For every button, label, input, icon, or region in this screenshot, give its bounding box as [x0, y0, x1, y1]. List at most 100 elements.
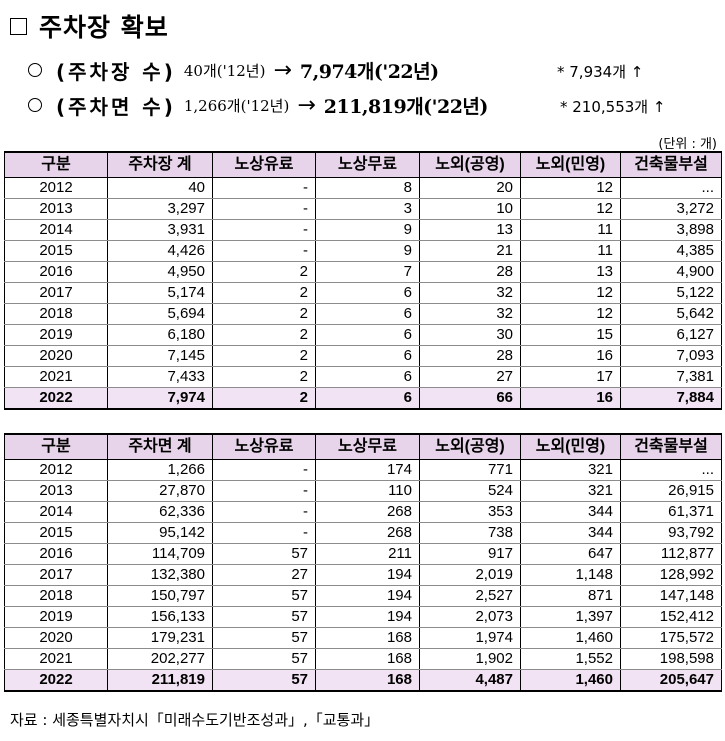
value-cell: 321	[520, 480, 621, 502]
value-cell: 26,915	[620, 480, 722, 502]
value-cell: 871	[520, 585, 621, 607]
value-cell: 7,381	[620, 366, 722, 388]
value-cell: 7,145	[107, 345, 213, 367]
value-cell: 57	[212, 543, 316, 565]
table-row: 2020 179,231 57 168 1,974 1,460 175,572	[4, 627, 722, 649]
year-cell: 2015	[4, 240, 108, 262]
value-cell: 268	[315, 501, 420, 523]
table-row: 2016 4,950 2 7 28 13 4,900	[4, 261, 722, 283]
table-total-row: 2022 211,819 57 168 4,487 1,460 205,647	[4, 669, 722, 692]
value-cell: 27	[212, 564, 316, 586]
value-cell: 268	[315, 522, 420, 544]
circle-bullet-icon	[28, 63, 42, 77]
value-cell: 3,272	[620, 198, 722, 220]
value-cell: 175,572	[620, 627, 722, 649]
column-header: 건축물부설	[620, 151, 722, 178]
value-cell: 6	[315, 282, 420, 304]
circle-bullet-icon	[28, 98, 42, 112]
bullet-note: * 7,934개 ↑	[557, 63, 644, 81]
year-cell: 2018	[4, 303, 108, 325]
value-cell: 202,277	[107, 648, 213, 670]
value-cell: 2	[212, 324, 316, 346]
table-row: 2021 202,277 57 168 1,902 1,552 198,598	[4, 648, 722, 670]
parking-space-count-table: 구분 주차면 계 노상유료 노상무료 노외(공영) 노외(민영) 건축물부설 2012 1,2…	[4, 433, 722, 692]
value-cell: 17	[520, 366, 621, 388]
value-cell: 1,552	[520, 648, 621, 670]
value-cell: 5,174	[107, 282, 213, 304]
value-cell: 2	[212, 387, 316, 410]
value-cell: 194	[315, 606, 420, 628]
value-cell: 179,231	[107, 627, 213, 649]
table-row: 2019 156,133 57 194 2,073 1,397 152,412	[4, 606, 722, 628]
table-row: 2016 114,709 57 211 917 647 112,877	[4, 543, 722, 565]
value-cell: -	[212, 459, 316, 481]
year-cell: 2016	[4, 261, 108, 283]
value-cell: 61,371	[620, 501, 722, 523]
table-row: 2015 4,426-9 21 11 4,385	[4, 240, 722, 262]
value-cell: 57	[212, 606, 316, 628]
value-cell: 2,527	[419, 585, 521, 607]
value-cell: 5,694	[107, 303, 213, 325]
value-cell: 6	[315, 387, 420, 410]
value-cell: 112,877	[620, 543, 722, 565]
value-cell: 27	[419, 366, 521, 388]
value-cell: 10	[419, 198, 521, 220]
value-cell: -	[212, 198, 316, 220]
value-cell: 12	[520, 177, 621, 199]
value-cell: 1,397	[520, 606, 621, 628]
value-cell: 3,898	[620, 219, 722, 241]
value-cell: 28	[419, 261, 521, 283]
value-cell: 205,647	[620, 669, 722, 692]
value-cell: 1,266	[107, 459, 213, 481]
value-cell: 1,974	[419, 627, 521, 649]
section-title-text: 주차장 확보	[39, 13, 169, 42]
year-cell: 2013	[4, 480, 108, 502]
year-cell: 2015	[4, 522, 108, 544]
table-header-row: 구분 주차면 계 노상유료 노상무료 노외(공영) 노외(민영) 건축물부설	[4, 433, 722, 460]
value-cell: 2,073	[419, 606, 521, 628]
year-cell: 2017	[4, 282, 108, 304]
year-cell: 2021	[4, 366, 108, 388]
column-header: 노외(공영)	[419, 151, 521, 178]
value-cell: 150,797	[107, 585, 213, 607]
year-cell: 2016	[4, 543, 108, 565]
bullet-to: 7,974개('22년)	[299, 60, 439, 83]
bullet-from: 40개('12년)	[183, 61, 266, 80]
value-cell: 647	[520, 543, 621, 565]
table-total-row: 2022 7,974 2 6 66 16 7,884	[4, 387, 722, 410]
table-row: 2013 3,297-3 10 12 3,272	[4, 198, 722, 220]
value-cell: -	[212, 177, 316, 199]
value-cell: 156,133	[107, 606, 213, 628]
value-cell: 321	[520, 459, 621, 481]
year-cell: 2012	[4, 177, 108, 199]
value-cell: 13	[419, 219, 521, 241]
value-cell: 2	[212, 345, 316, 367]
value-cell: 57	[212, 648, 316, 670]
value-cell: 5,122	[620, 282, 722, 304]
value-cell: 4,426	[107, 240, 213, 262]
table-row: 2014 3,931-9 13 11 3,898	[4, 219, 722, 241]
value-cell: 27,870	[107, 480, 213, 502]
value-cell: 6,127	[620, 324, 722, 346]
table-row: 2019 6,180 2 6 30 15 6,127	[4, 324, 722, 346]
value-cell: 32	[419, 282, 521, 304]
value-cell: -	[212, 240, 316, 262]
value-cell: 194	[315, 585, 420, 607]
value-cell: 40	[107, 177, 213, 199]
column-header: 노상무료	[315, 151, 420, 178]
value-cell: 738	[419, 522, 521, 544]
value-cell: 57	[212, 585, 316, 607]
value-cell: 9	[315, 219, 420, 241]
bullet-from: 1,266개('12년)	[183, 96, 290, 115]
value-cell: -	[212, 522, 316, 544]
bullet-label: (주차면 수)	[56, 94, 176, 119]
column-header: 노외(공영)	[419, 433, 521, 460]
value-cell: 168	[315, 627, 420, 649]
column-header: 노상무료	[315, 433, 420, 460]
table-row: 2015 95,142-268 738 344 93,792	[4, 522, 722, 544]
value-cell: 114,709	[107, 543, 213, 565]
value-cell: ...	[620, 177, 722, 199]
value-cell: 147,148	[620, 585, 722, 607]
value-cell: 9	[315, 240, 420, 262]
table-row: 2018 5,694 2 6 32 12 5,642	[4, 303, 722, 325]
